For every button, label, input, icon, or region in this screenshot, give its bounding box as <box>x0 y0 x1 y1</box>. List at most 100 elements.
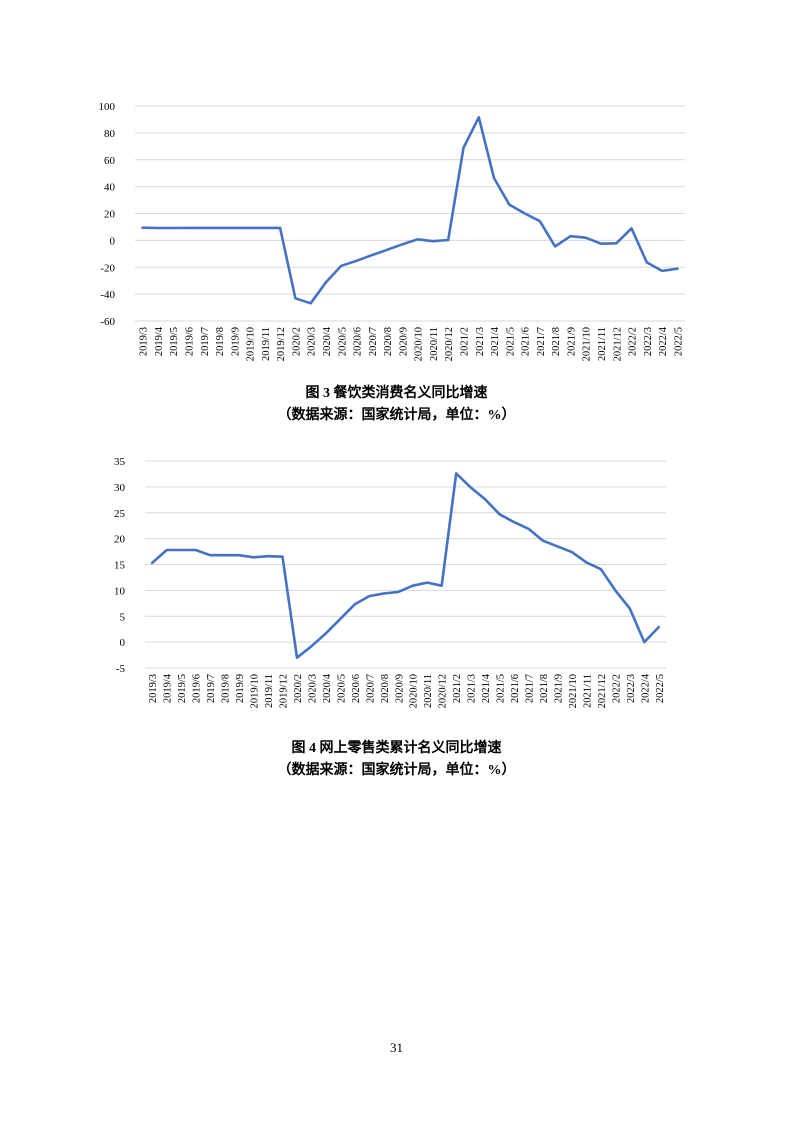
data-points <box>152 473 659 658</box>
y-tick-label: -20 <box>100 262 115 274</box>
x-tick-label: 2022/4 <box>640 673 651 703</box>
y-tick-label: -40 <box>100 289 115 301</box>
x-tick-label: 2019/8 <box>221 674 232 703</box>
y-tick-label: 60 <box>104 155 116 167</box>
y-axis: -60 -40 -20 0 20 40 60 80 100 <box>99 101 116 328</box>
y-axis: -5 0 5 10 15 20 25 30 35 <box>114 456 126 675</box>
x-tick-label: 2021/9 <box>553 674 564 703</box>
x-tick-label: 2020/12 <box>438 674 449 708</box>
y-tick-label: 100 <box>99 101 116 113</box>
x-tick-label: 2019/12 <box>276 327 287 361</box>
x-tick-label: 2021/4 <box>481 673 492 703</box>
x-tick-label: 2021/4 <box>490 326 501 356</box>
series-line <box>141 115 679 305</box>
y-tick-label: -60 <box>100 316 115 328</box>
x-tick-label: 2021/12 <box>597 674 608 708</box>
x-axis: 2019/3 2019/4 2019/5 2019/6 2019/7 2019/8 2019… <box>148 673 666 708</box>
x-tick-label: 2021/3 <box>467 674 478 703</box>
x-tick-label: 2020/8 <box>380 674 391 703</box>
x-tick-label: 2020/7 <box>365 674 376 703</box>
y-tick-label: 40 <box>104 182 116 194</box>
y-tick-label: 15 <box>114 560 126 572</box>
x-tick-label: 2021/3 <box>475 327 486 356</box>
gridlines <box>135 105 685 322</box>
x-tick-label: 2019/5 <box>169 327 180 356</box>
y-tick-label: -5 <box>116 663 126 675</box>
x-tick-label: 2020/5 <box>337 327 348 356</box>
x-tick-label: 2021/6 <box>521 327 532 356</box>
x-tick-label: 2019/9 <box>235 674 246 703</box>
x-tick-label: 2021/5 <box>505 327 516 356</box>
x-tick-label: 2020/6 <box>351 674 362 703</box>
x-tick-label: 2019/11 <box>264 674 275 708</box>
y-tick-label: 80 <box>104 128 116 140</box>
x-tick-label: 2022/5 <box>655 674 666 703</box>
x-tick-label: 2022/2 <box>628 327 639 356</box>
figure-3-caption: 图 3 餐饮类消费名义同比增速 （数据来源：国家统计局，单位：%） <box>0 383 793 427</box>
x-tick-label: 2019/5 <box>177 674 188 703</box>
x-tick-label: 2020/8 <box>383 327 394 356</box>
chart-restaurant-consumption: -60 -40 -20 0 20 40 60 80 100 2019/3 2019/4 2019/5 2… <box>0 90 793 375</box>
y-tick-label: 20 <box>104 209 116 221</box>
figure-3-title: 图 3 餐饮类消费名义同比增速 <box>305 386 488 401</box>
x-tick-label: 2019/10 <box>250 674 261 708</box>
y-tick-label: 35 <box>114 456 126 468</box>
x-tick-label: 2020/3 <box>307 674 318 703</box>
x-tick-label: 2019/9 <box>230 327 241 356</box>
figure-3-source: （数据来源：国家统计局，单位：%） <box>277 408 516 423</box>
x-tick-label: 2019/12 <box>278 674 289 708</box>
x-tick-label: 2021/8 <box>551 327 562 356</box>
x-tick-label: 2020/6 <box>353 327 364 356</box>
y-tick-label: 30 <box>114 482 126 494</box>
y-tick-label: 0 <box>120 637 126 649</box>
page-number: 31 <box>390 1040 403 1055</box>
x-tick-label: 2020/3 <box>307 327 318 356</box>
x-tick-label: 2021/5 <box>496 674 507 703</box>
y-tick-label: 20 <box>114 534 126 546</box>
x-tick-label: 2019/6 <box>192 674 203 703</box>
x-tick-label: 2021/6 <box>510 674 521 703</box>
gridlines <box>145 460 666 669</box>
x-tick-label: 2022/2 <box>611 674 622 703</box>
x-tick-label: 2019/4 <box>154 326 165 356</box>
x-tick-label: 2021/9 <box>566 327 577 356</box>
x-tick-label: 2019/7 <box>206 674 217 703</box>
x-tick-label: 2019/11 <box>261 327 272 361</box>
x-tick-label: 2022/3 <box>626 674 637 703</box>
chart-online-retail-svg: -5 0 5 10 15 20 25 30 35 2019/3 2019/4 2019/5 2019/6… <box>114 456 666 708</box>
x-tick-label: 2019/6 <box>184 327 195 356</box>
series-line <box>150 472 661 659</box>
x-tick-label: 2020/9 <box>398 327 409 356</box>
figure-4-title: 图 4 网上零售类累计名义同比增速 <box>291 741 502 756</box>
x-tick-label: 2021/2 <box>452 674 463 703</box>
x-tick-label: 2020/2 <box>291 327 302 356</box>
x-tick-label: 2020/4 <box>322 326 333 356</box>
y-tick-label: 10 <box>114 585 126 597</box>
x-tick-label: 2020/4 <box>322 673 333 703</box>
x-tick-label: 2021/11 <box>597 327 608 361</box>
chart-online-retail: -5 0 5 10 15 20 25 30 35 2019/3 2019/4 2019/5 2019/6… <box>0 445 793 725</box>
x-tick-label: 2021/10 <box>582 327 593 361</box>
x-tick-label: 2021/10 <box>568 674 579 708</box>
x-tick-label: 2020/9 <box>394 674 405 703</box>
x-tick-label: 2019/4 <box>163 673 174 703</box>
figure-4-caption: 图 4 网上零售类累计名义同比增速 （数据来源：国家统计局，单位：%） <box>0 738 793 782</box>
x-tick-label: 2020/2 <box>293 674 304 703</box>
x-tick-label: 2022/3 <box>643 327 654 356</box>
x-tick-label: 2019/8 <box>215 327 226 356</box>
x-tick-label: 2020/11 <box>429 327 440 361</box>
figure-4-source: （数据来源：国家统计局，单位：%） <box>277 763 516 778</box>
data-points <box>142 117 678 304</box>
y-tick-label: 5 <box>120 611 126 623</box>
x-tick-label: 2021/8 <box>539 674 550 703</box>
x-tick-label: 2020/5 <box>336 674 347 703</box>
x-tick-label: 2021/7 <box>525 674 536 703</box>
y-tick-label: 0 <box>110 235 116 247</box>
x-axis: 2019/3 2019/4 2019/5 2019/6 2019/7 2019/8 2019… <box>139 326 685 361</box>
x-tick-label: 2021/12 <box>612 327 623 361</box>
x-tick-label: 2022/4 <box>658 326 669 356</box>
x-tick-label: 2020/10 <box>414 327 425 361</box>
x-tick-label: 2019/3 <box>148 674 159 703</box>
x-tick-label: 2020/7 <box>368 327 379 356</box>
